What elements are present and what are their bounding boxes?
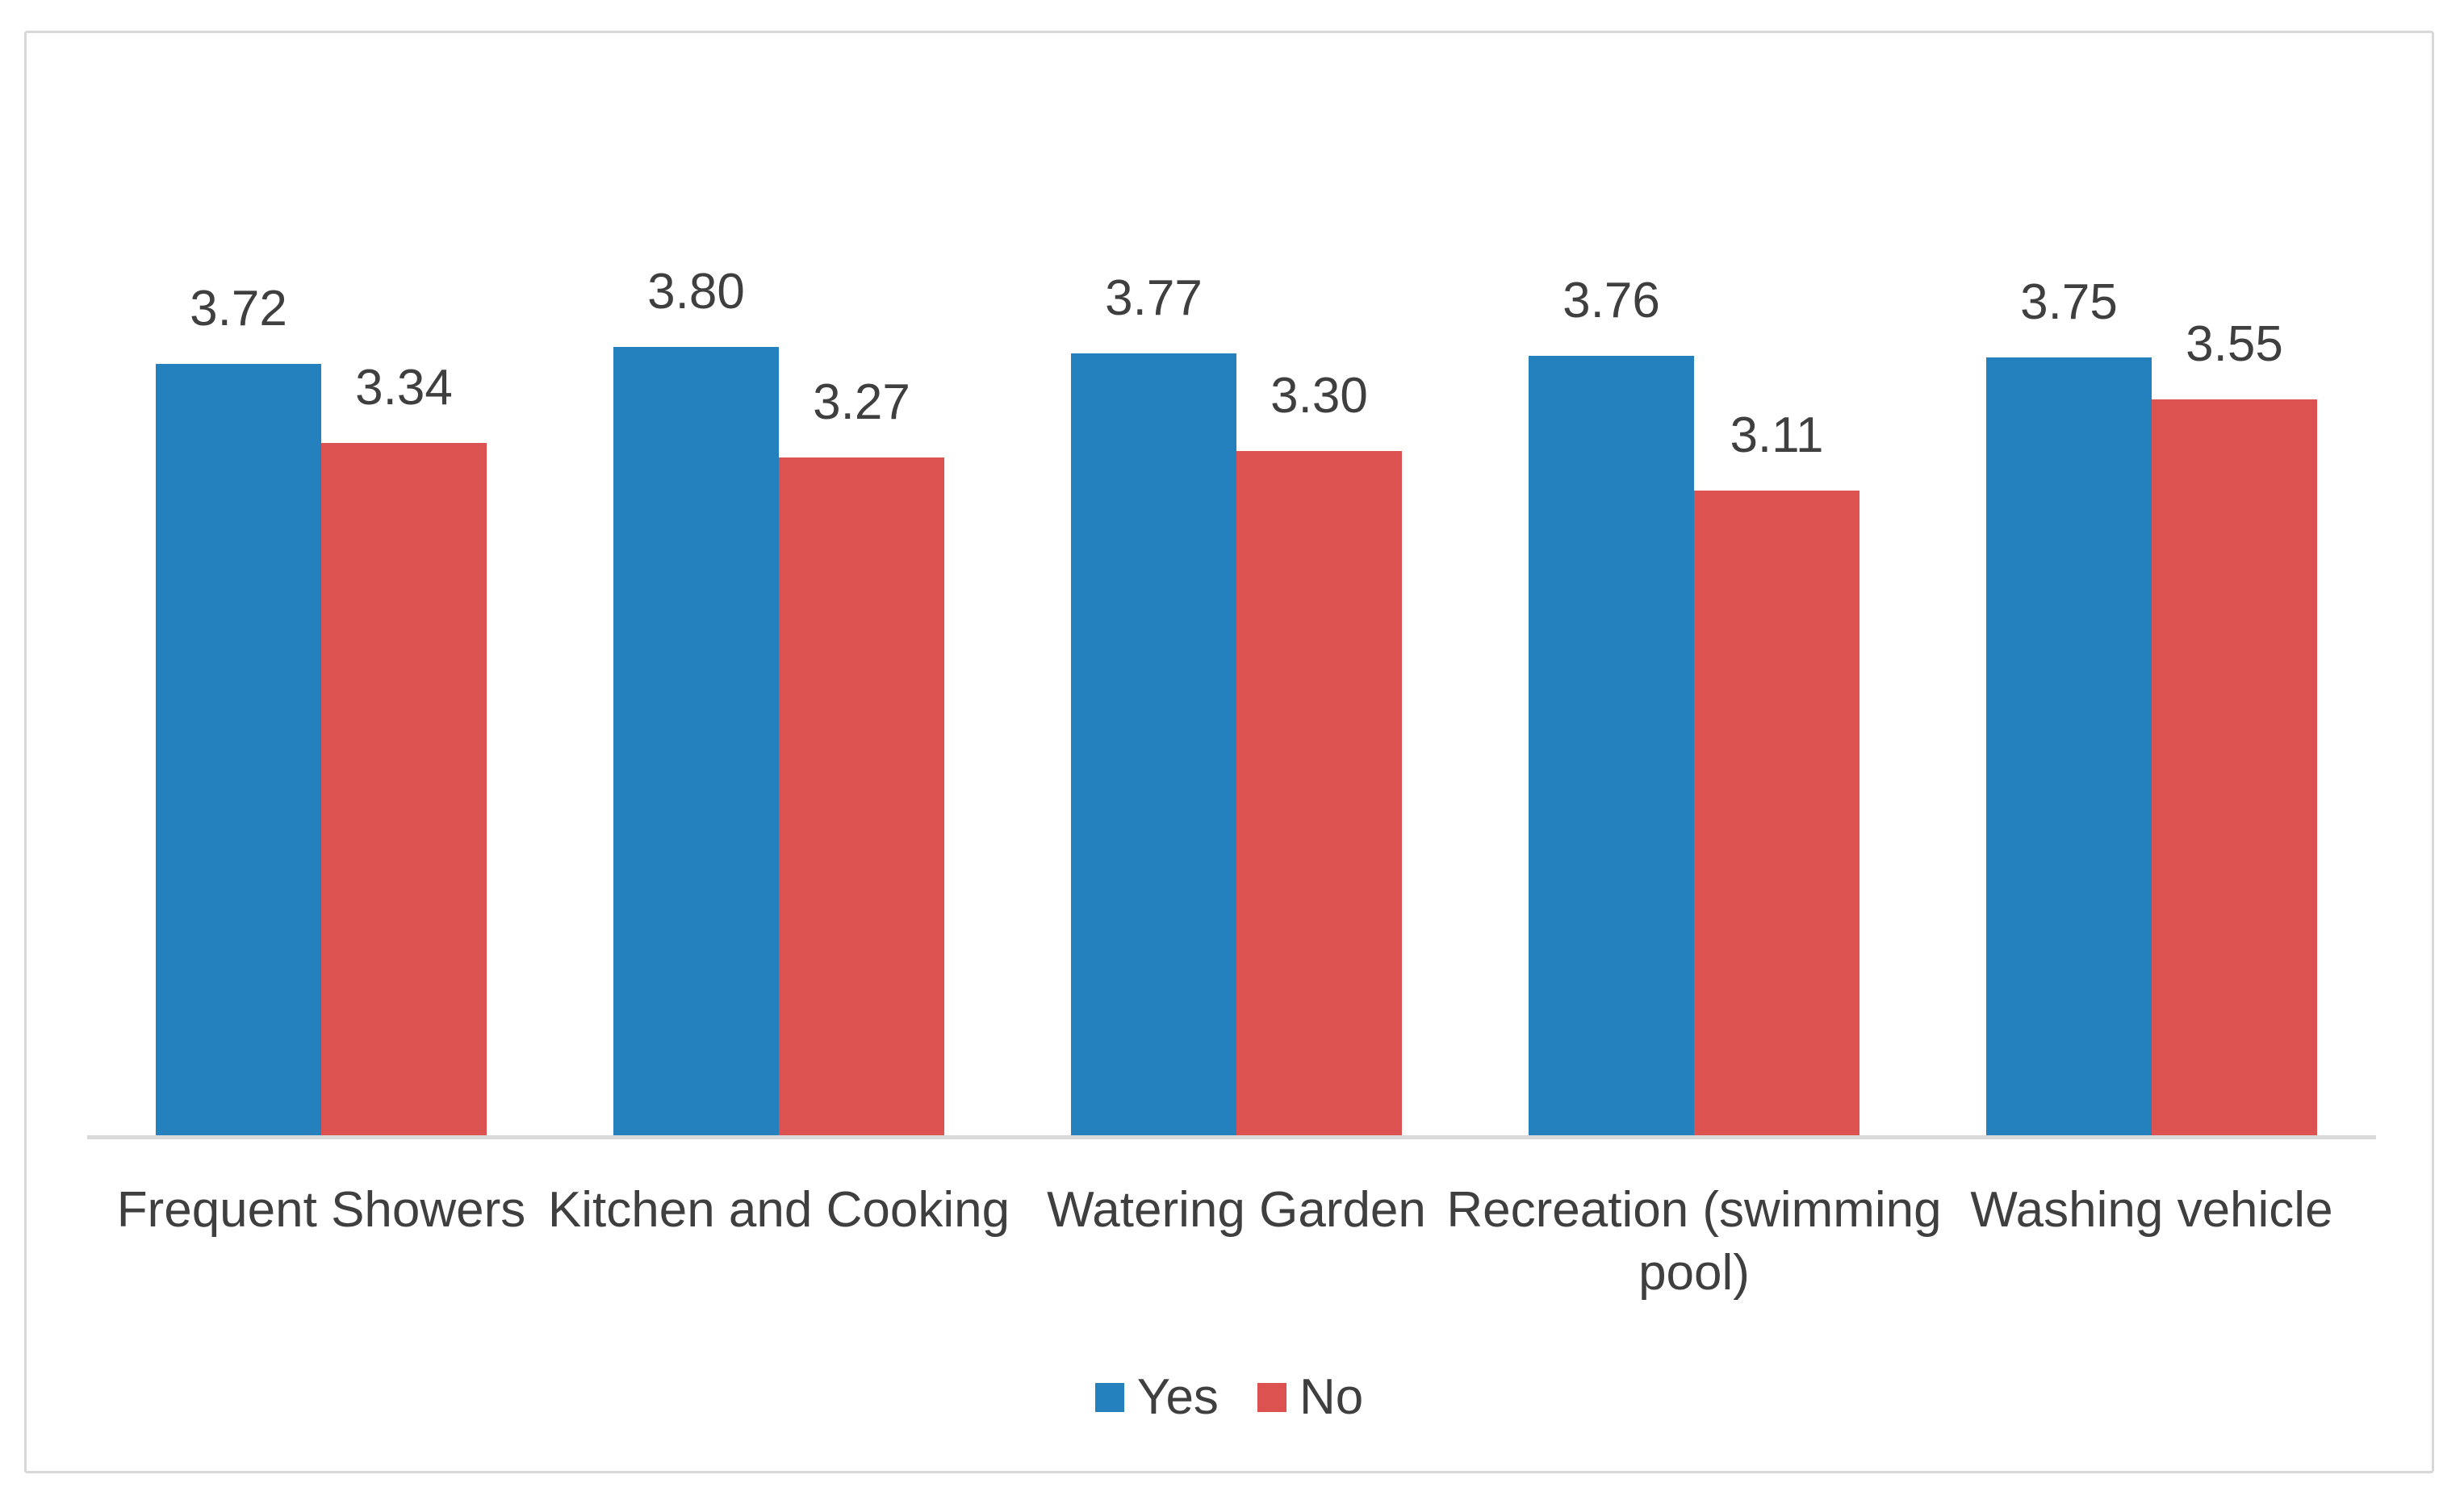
category-label: Frequent Showers bbox=[116, 1182, 526, 1238]
legend-swatch-no-icon bbox=[1257, 1382, 1286, 1412]
legend-label-no: No bbox=[1299, 1369, 1364, 1425]
chart-panel: 3.72 3.34 3.80 3.27 3.77 3.30 3.76 3.11 3.75 3.55… bbox=[24, 31, 2434, 1473]
bar-no bbox=[2152, 399, 2317, 1135]
bar-value-label: 3.11 bbox=[1730, 407, 1824, 463]
legend-label-yes: Yes bbox=[1136, 1369, 1219, 1425]
bar-no bbox=[779, 457, 944, 1135]
bar-yes bbox=[1986, 357, 2152, 1135]
bar-yes bbox=[1529, 355, 1694, 1135]
bar-value-label: 3.30 bbox=[1270, 367, 1368, 424]
bar-value-label: 3.80 bbox=[647, 264, 745, 320]
bar-no bbox=[1236, 450, 1402, 1135]
bar-value-label: 3.72 bbox=[190, 280, 287, 336]
x-axis-line bbox=[87, 1135, 2376, 1139]
bar-yes bbox=[1071, 353, 1236, 1135]
bar-yes bbox=[156, 363, 321, 1135]
legend-item-yes: Yes bbox=[1094, 1368, 1219, 1426]
legend-item-no: No bbox=[1257, 1368, 1363, 1426]
bar-value-label: 3.27 bbox=[813, 374, 910, 430]
bar-value-label: 3.76 bbox=[1562, 272, 1660, 328]
bar-value-label: 3.34 bbox=[355, 359, 453, 416]
category-label: Kitchen and Cooking bbox=[547, 1182, 1010, 1238]
category-label: Washing vehicle bbox=[1970, 1182, 2333, 1238]
bar-no bbox=[1694, 490, 1860, 1135]
bar-yes bbox=[613, 347, 779, 1135]
category-label: Recreation (swimming pool) bbox=[1446, 1182, 1942, 1301]
legend-swatch-yes-icon bbox=[1094, 1382, 1124, 1412]
bar-value-label: 3.77 bbox=[1105, 270, 1203, 327]
bar-value-label: 3.55 bbox=[2186, 315, 2283, 372]
bar-chart-plot-area: 3.72 3.34 3.80 3.27 3.77 3.30 3.76 3.11 3.75 3.55… bbox=[27, 33, 2432, 1471]
legend: Yes No bbox=[27, 1368, 2432, 1426]
bar-value-label: 3.75 bbox=[2020, 274, 2118, 331]
category-label: Watering Garden bbox=[1047, 1182, 1426, 1238]
bar-no bbox=[321, 442, 487, 1135]
